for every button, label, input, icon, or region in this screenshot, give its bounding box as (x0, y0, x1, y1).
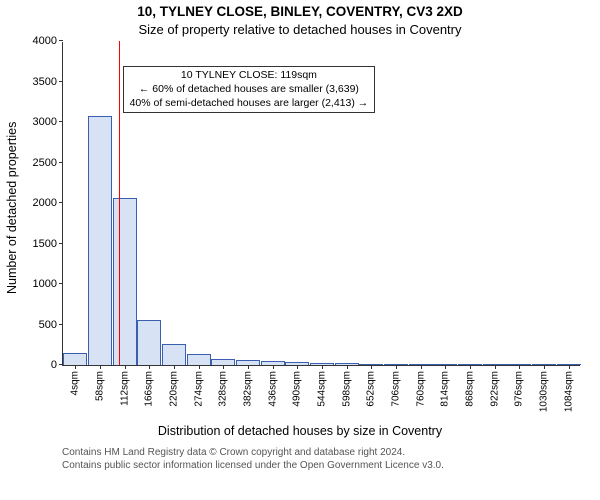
y-tick-label: 3000 (33, 116, 63, 128)
x-tick-label: 1030sqm (539, 371, 550, 412)
x-tick-mark (174, 365, 175, 369)
histogram-bar (187, 354, 211, 365)
y-tick-label: 4000 (33, 35, 63, 47)
y-tick-mark (59, 202, 63, 203)
histogram-bar (113, 198, 137, 365)
x-tick-label: 868sqm (465, 371, 476, 407)
histogram-bar (88, 116, 112, 365)
x-tick-label: 760sqm (415, 371, 426, 407)
y-tick-label: 1000 (33, 278, 63, 290)
y-tick-mark (59, 243, 63, 244)
x-tick-mark (125, 365, 126, 369)
y-tick-label: 3500 (33, 76, 63, 88)
x-tick-mark (495, 365, 496, 369)
y-tick-mark (59, 162, 63, 163)
x-tick-mark (347, 365, 348, 369)
x-tick-label: 328sqm (218, 371, 229, 407)
annotation-line: 40% of semi-detached houses are larger (… (130, 97, 369, 111)
histogram-bar (63, 353, 87, 365)
x-tick-mark (544, 365, 545, 369)
x-tick-mark (248, 365, 249, 369)
x-tick-mark (421, 365, 422, 369)
y-tick-mark (59, 40, 63, 41)
x-tick-label: 436sqm (267, 371, 278, 407)
x-tick-label: 382sqm (243, 371, 254, 407)
x-tick-mark (100, 365, 101, 369)
y-tick-mark (59, 81, 63, 82)
y-tick-mark (59, 324, 63, 325)
y-tick-label: 1500 (33, 238, 63, 250)
attribution-text: Contains HM Land Registry data © Crown c… (62, 446, 444, 472)
x-tick-label: 976sqm (514, 371, 525, 407)
x-axis-label: Distribution of detached houses by size … (0, 424, 600, 438)
attribution-line1: Contains HM Land Registry data © Crown c… (62, 446, 444, 459)
x-tick-mark (199, 365, 200, 369)
x-tick-mark (519, 365, 520, 369)
x-tick-mark (445, 365, 446, 369)
x-tick-mark (75, 365, 76, 369)
annotation-line: ← 60% of detached houses are smaller (3,… (130, 83, 369, 97)
x-tick-label: 652sqm (366, 371, 377, 407)
y-tick-label: 0 (51, 359, 63, 371)
x-tick-mark (149, 365, 150, 369)
x-tick-label: 166sqm (144, 371, 155, 407)
x-tick-mark (297, 365, 298, 369)
chart-title-main: 10, TYLNEY CLOSE, BINLEY, COVENTRY, CV3 … (0, 4, 600, 19)
reference-line (119, 41, 120, 365)
x-tick-mark (273, 365, 274, 369)
x-tick-mark (223, 365, 224, 369)
x-tick-label: 598sqm (341, 371, 352, 407)
x-tick-label: 4sqm (70, 371, 81, 395)
x-tick-mark (371, 365, 372, 369)
x-tick-mark (396, 365, 397, 369)
x-tick-label: 814sqm (440, 371, 451, 407)
x-tick-label: 112sqm (119, 371, 130, 406)
x-tick-label: 58sqm (95, 371, 106, 401)
y-tick-label: 2000 (33, 197, 63, 209)
annotation-box: 10 TYLNEY CLOSE: 119sqm← 60% of detached… (123, 66, 376, 113)
y-tick-label: 500 (39, 319, 63, 331)
x-tick-label: 1084sqm (563, 371, 574, 412)
y-tick-mark (59, 283, 63, 284)
y-tick-label: 2500 (33, 157, 63, 169)
x-tick-mark (470, 365, 471, 369)
plot-area: 050010001500200025003000350040004sqm58sq… (62, 42, 580, 366)
y-axis-label: Number of detached properties (5, 122, 19, 294)
x-tick-label: 706sqm (391, 371, 402, 407)
x-tick-mark (322, 365, 323, 369)
x-tick-label: 274sqm (193, 371, 204, 407)
annotation-line: 10 TYLNEY CLOSE: 119sqm (130, 69, 369, 83)
x-tick-label: 544sqm (317, 371, 328, 407)
histogram-bar (162, 344, 186, 365)
x-tick-label: 922sqm (489, 371, 500, 407)
chart-title-sub: Size of property relative to detached ho… (0, 22, 600, 37)
x-tick-label: 220sqm (169, 371, 180, 407)
y-tick-mark (59, 121, 63, 122)
histogram-bar (137, 320, 161, 365)
x-tick-label: 490sqm (292, 371, 303, 407)
x-tick-mark (569, 365, 570, 369)
attribution-line2: Contains public sector information licen… (62, 459, 444, 472)
